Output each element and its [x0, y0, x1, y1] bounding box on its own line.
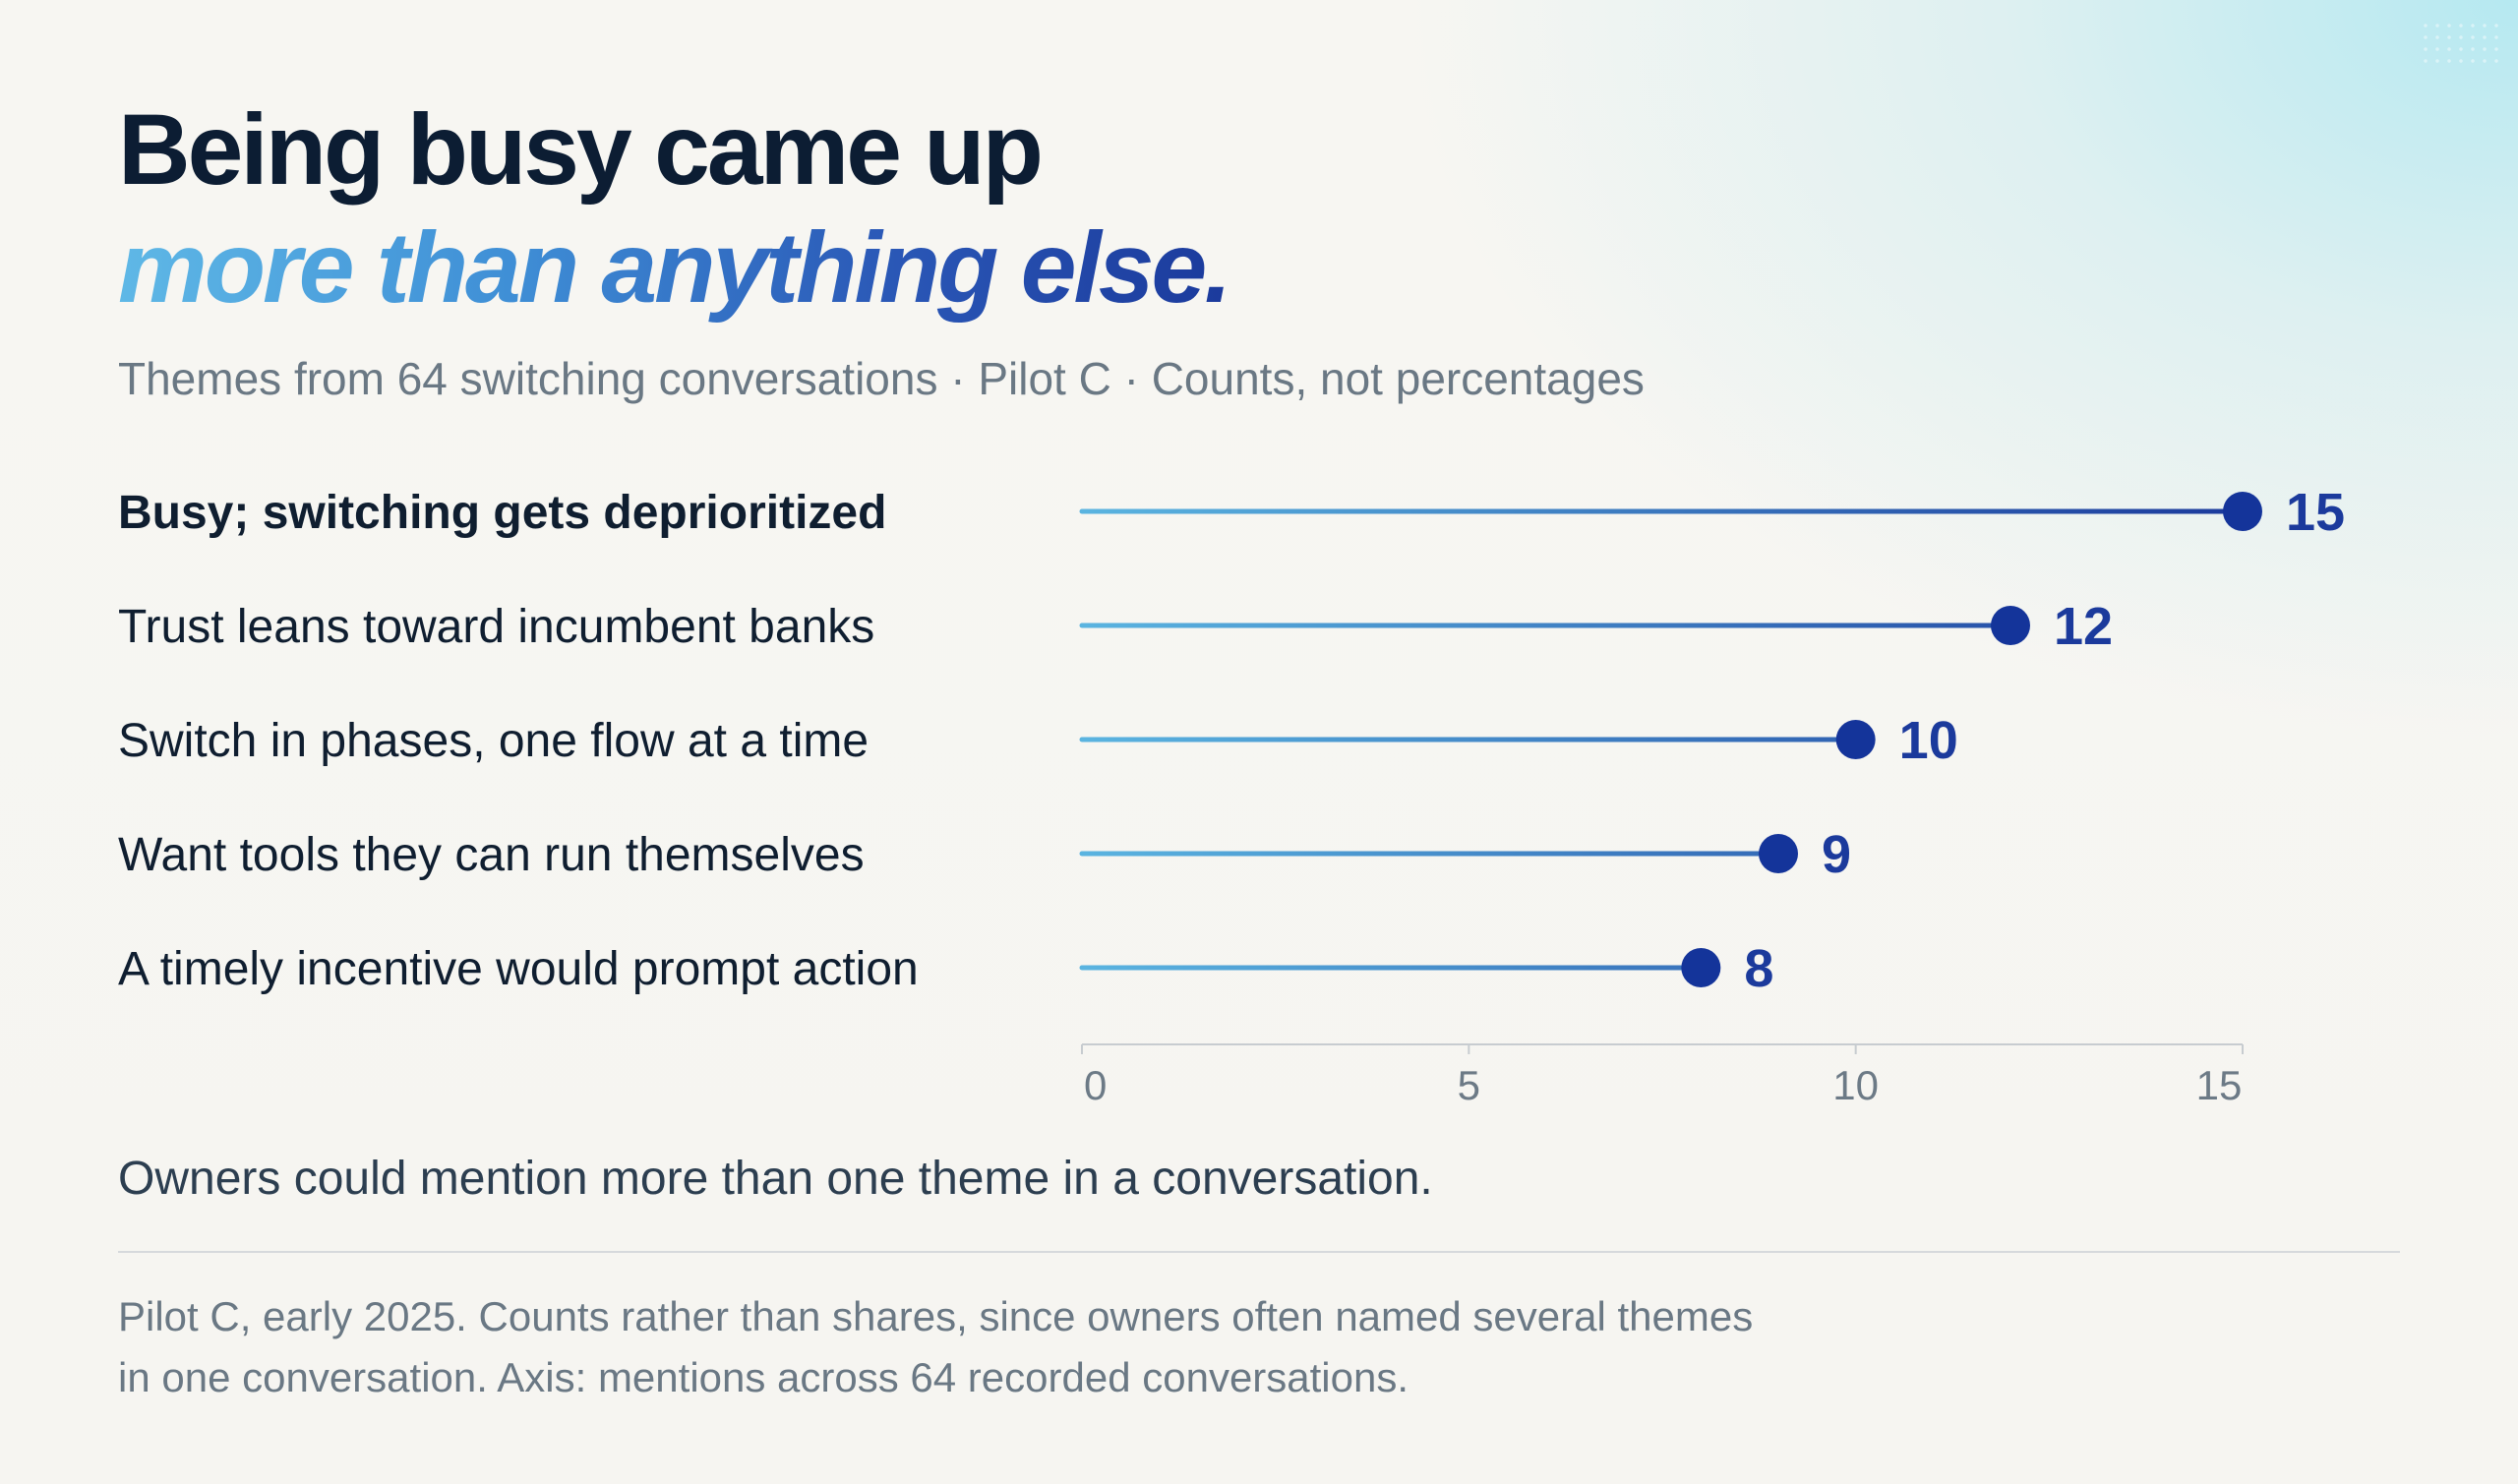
x-tick-label: 0 — [1084, 1062, 1107, 1108]
lollipop-marker — [1681, 948, 1721, 987]
corner-dots-decoration — [2420, 20, 2498, 63]
x-tick-label: 10 — [1832, 1062, 1879, 1108]
x-axis: 0 5 10 15 — [1081, 1043, 2244, 1108]
subtitle: Themes from 64 switching conversations ·… — [118, 353, 1645, 404]
x-tick-label: 5 — [1458, 1062, 1480, 1108]
value-label: 12 — [2054, 597, 2113, 656]
chart-row: Trust leans toward incumbent banks 12 — [118, 597, 2113, 656]
lollipop-marker — [1991, 606, 2030, 645]
value-label: 8 — [1744, 939, 1773, 998]
chart-row: Switch in phases, one flow at a time 10 — [118, 711, 1958, 770]
divider — [118, 1251, 2400, 1253]
value-label: 10 — [1899, 711, 1958, 770]
source-line-2: in one conversation. Axis: mentions acro… — [118, 1354, 1409, 1400]
title-line-2: more than anything else. — [118, 205, 1232, 330]
source-note: Pilot C, early 2025. Counts rather than … — [118, 1286, 1987, 1408]
lollipop-marker — [2223, 492, 2262, 531]
source-line-1: Pilot C, early 2025. Counts rather than … — [118, 1293, 1754, 1339]
title-line-1: Being busy came up — [118, 93, 1044, 206]
lollipop-marker — [1835, 720, 1876, 759]
value-label: 15 — [2286, 483, 2345, 542]
category-label: A timely incentive would prompt action — [118, 943, 919, 995]
category-label: Want tools they can run themselves — [118, 829, 865, 881]
chart-note: Owners could mention more than one theme… — [118, 1153, 1433, 1205]
category-label: Trust leans toward incumbent banks — [118, 601, 874, 653]
category-label: Switch in phases, one flow at a time — [118, 715, 869, 767]
chart-row: Busy; switching gets deprioritized 15 — [118, 483, 2345, 542]
x-tick-label: 15 — [2196, 1062, 2243, 1108]
category-label: Busy; switching gets deprioritized — [118, 487, 886, 539]
chart-rows: Busy; switching gets deprioritized 15 Trus… — [118, 483, 2345, 998]
value-label: 9 — [1822, 825, 1851, 884]
chart-row: A timely incentive would prompt action 8 — [118, 939, 1773, 998]
chart-row: Want tools they can run themselves 9 — [118, 825, 1851, 884]
lollipop-marker — [1759, 834, 1798, 873]
